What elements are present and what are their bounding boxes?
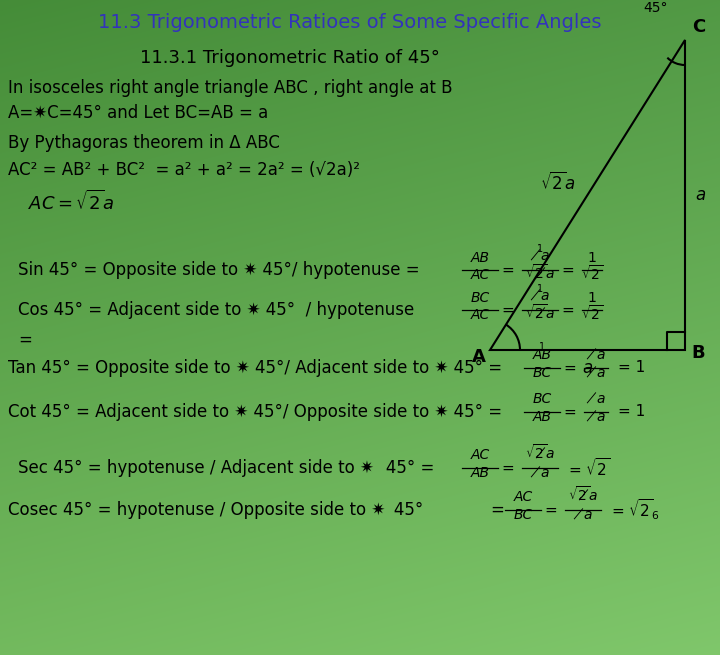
Text: $\not{a}$: $\not{a}$ <box>586 347 606 362</box>
Text: $\not{a}$: $\not{a}$ <box>573 507 593 522</box>
Text: $\not{a}$: $\not{a}$ <box>530 288 550 303</box>
Text: $\sqrt{2}\not{a}$: $\sqrt{2}\not{a}$ <box>568 485 598 504</box>
Text: BC: BC <box>532 366 552 380</box>
Text: $a$: $a$ <box>582 359 593 377</box>
Text: $\not{a}$: $\not{a}$ <box>586 391 606 406</box>
Text: 11.3 Trigonometric Ratioes of Some Specific Angles: 11.3 Trigonometric Ratioes of Some Speci… <box>98 12 602 31</box>
Text: = $\sqrt{2}_{6}$: = $\sqrt{2}_{6}$ <box>611 498 660 522</box>
Text: Cosec 45° = hypotenuse / Opposite side to ✷  45°: Cosec 45° = hypotenuse / Opposite side t… <box>8 501 423 519</box>
Text: 1: 1 <box>588 251 596 265</box>
Text: AB: AB <box>533 410 552 424</box>
Text: In isosceles right angle triangle ABC , right angle at B: In isosceles right angle triangle ABC , … <box>8 79 452 97</box>
Text: =: = <box>502 303 514 318</box>
Text: AC: AC <box>470 308 490 322</box>
Text: BC: BC <box>532 392 552 406</box>
Text: = 1: = 1 <box>618 360 645 375</box>
Text: AC: AC <box>470 268 490 282</box>
Text: BC: BC <box>470 291 490 305</box>
Text: =: = <box>562 303 575 318</box>
Text: $\sqrt{2}\not{a}$: $\sqrt{2}\not{a}$ <box>525 263 555 282</box>
Text: $\sqrt{2}\not{a}$: $\sqrt{2}\not{a}$ <box>525 303 555 322</box>
Text: Cot 45° = Adjacent side to ✷ 45°/ Opposite side to ✷ 45° =: Cot 45° = Adjacent side to ✷ 45°/ Opposi… <box>8 403 502 421</box>
Text: =: = <box>18 331 32 349</box>
Text: $AC = \sqrt{2}a$: $AC = \sqrt{2}a$ <box>28 190 114 214</box>
Text: 45°: 45° <box>643 1 667 15</box>
Text: By Pythagoras theorem in Δ ABC: By Pythagoras theorem in Δ ABC <box>8 134 280 152</box>
Text: = $\sqrt{2}$: = $\sqrt{2}$ <box>568 457 611 479</box>
Text: =: = <box>490 501 504 519</box>
Text: 1: 1 <box>537 284 543 294</box>
Text: $\sqrt{2}a$: $\sqrt{2}a$ <box>540 172 575 194</box>
Text: AC: AC <box>470 448 490 462</box>
Text: 1: 1 <box>539 342 545 352</box>
Text: A: A <box>472 348 486 366</box>
Text: =: = <box>564 360 577 375</box>
Text: $\sqrt{2}$: $\sqrt{2}$ <box>581 264 603 283</box>
Text: =: = <box>564 405 577 419</box>
Text: =: = <box>544 502 557 517</box>
Text: AC: AC <box>513 490 533 504</box>
Text: B: B <box>691 344 705 362</box>
Text: AB: AB <box>470 251 490 265</box>
Text: Tan 45° = Opposite side to ✷ 45°/ Adjacent side to ✷ 45° =: Tan 45° = Opposite side to ✷ 45°/ Adjace… <box>8 359 502 377</box>
Text: Cos 45° = Adjacent side to ✷ 45°  / hypotenuse: Cos 45° = Adjacent side to ✷ 45° / hypot… <box>18 301 414 319</box>
Text: $a$: $a$ <box>695 186 706 204</box>
Text: $\not{a}$: $\not{a}$ <box>530 465 550 480</box>
Text: $\sqrt{2}$: $\sqrt{2}$ <box>581 304 603 323</box>
Text: 11.3.1 Trigonometric Ratio of 45°: 11.3.1 Trigonometric Ratio of 45° <box>140 49 440 67</box>
Text: 1: 1 <box>588 291 596 305</box>
Text: $\sqrt{2}\not{a}$: $\sqrt{2}\not{a}$ <box>525 443 555 462</box>
Text: AB: AB <box>533 348 552 362</box>
Text: =: = <box>502 263 514 278</box>
Text: C: C <box>692 18 706 36</box>
Text: = 1: = 1 <box>618 405 645 419</box>
Text: A=✷C=45° and Let BC=AB = a: A=✷C=45° and Let BC=AB = a <box>8 104 269 122</box>
Text: 1: 1 <box>537 244 543 254</box>
Text: =: = <box>562 263 575 278</box>
Text: Sec 45° = hypotenuse / Adjacent side to ✷   45° =: Sec 45° = hypotenuse / Adjacent side to … <box>18 459 434 477</box>
Text: $\not{a}$: $\not{a}$ <box>586 365 606 380</box>
Text: $\not{a}$: $\not{a}$ <box>586 409 606 424</box>
Text: BC: BC <box>513 508 533 522</box>
Text: AC² = AB² + BC²  = a² + a² = 2a² = (√2a)²: AC² = AB² + BC² = a² + a² = 2a² = (√2a)² <box>8 161 360 179</box>
Text: $\not{a}$: $\not{a}$ <box>530 248 550 263</box>
Text: Sin 45° = Opposite side to ✷ 45°/ hypotenuse =: Sin 45° = Opposite side to ✷ 45°/ hypote… <box>18 261 420 279</box>
Text: =: = <box>502 460 514 476</box>
Text: AB: AB <box>470 466 490 480</box>
